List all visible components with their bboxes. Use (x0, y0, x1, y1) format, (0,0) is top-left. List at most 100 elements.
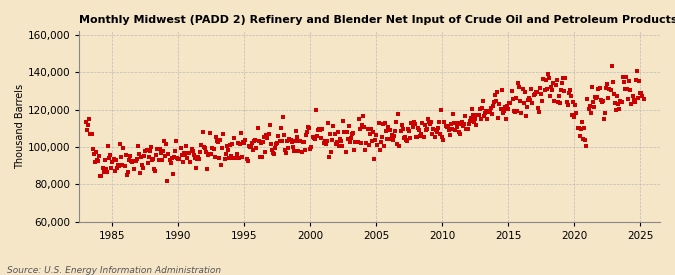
Point (187, 148, 198, 153)
Point (194, 157, 205, 161)
Point (442, 124, 453, 128)
Point (527, 100, 538, 105)
Point (349, 148, 360, 153)
Point (620, 87, 630, 91)
Point (213, 139, 223, 144)
Point (585, 104, 595, 109)
Point (307, 135, 318, 139)
Point (436, 107, 447, 112)
Point (374, 148, 385, 152)
Point (489, 93, 500, 98)
Point (279, 133, 290, 138)
Point (543, 76, 554, 80)
Point (417, 121, 428, 125)
Point (506, 89, 517, 93)
Point (190, 166, 201, 170)
Point (551, 78, 562, 82)
Point (173, 157, 184, 162)
Point (242, 159, 253, 163)
Point (281, 151, 292, 155)
Point (595, 98, 606, 102)
Point (130, 159, 141, 164)
Point (425, 122, 435, 127)
Point (118, 146, 129, 151)
Point (535, 86, 545, 90)
Point (346, 136, 356, 140)
Point (608, 80, 618, 85)
Point (531, 90, 541, 94)
Point (468, 112, 479, 117)
Point (200, 150, 211, 154)
Point (446, 122, 456, 127)
Point (458, 124, 468, 128)
Point (248, 148, 259, 152)
Point (358, 114, 369, 118)
Point (571, 111, 582, 115)
Point (95, 174, 106, 178)
Point (244, 144, 254, 148)
Point (454, 132, 465, 136)
Point (592, 95, 603, 99)
Point (519, 90, 530, 95)
Point (599, 117, 610, 122)
Point (85, 132, 96, 136)
Point (587, 84, 597, 89)
Point (143, 155, 154, 160)
Point (485, 106, 496, 111)
Point (568, 100, 578, 104)
Point (273, 134, 284, 138)
Point (389, 134, 400, 139)
Point (387, 138, 398, 142)
Point (414, 128, 425, 132)
Point (155, 147, 165, 151)
Point (80, 120, 91, 125)
Point (317, 127, 328, 131)
Point (205, 131, 216, 136)
Point (105, 153, 115, 158)
Point (288, 145, 298, 149)
Point (384, 128, 395, 133)
Point (183, 151, 194, 155)
Point (391, 120, 402, 124)
Point (315, 128, 325, 132)
Point (254, 155, 265, 160)
Point (569, 115, 580, 119)
Point (481, 109, 491, 113)
Point (129, 167, 140, 171)
Point (294, 139, 304, 144)
Point (172, 156, 183, 160)
Point (141, 148, 152, 153)
Point (309, 136, 320, 141)
Point (405, 136, 416, 141)
Point (582, 97, 593, 102)
Point (314, 127, 325, 131)
Point (418, 134, 429, 139)
Point (599, 111, 610, 115)
Point (338, 119, 349, 123)
Point (104, 156, 115, 161)
Point (443, 127, 454, 132)
Point (372, 143, 383, 147)
Point (142, 161, 153, 166)
Point (148, 167, 159, 171)
Point (602, 82, 613, 86)
Point (557, 81, 568, 85)
Point (293, 149, 304, 154)
Point (525, 98, 536, 102)
Point (117, 163, 128, 167)
Point (262, 136, 273, 140)
Point (504, 100, 515, 105)
Point (151, 152, 162, 157)
Point (423, 117, 433, 121)
Point (585, 111, 596, 115)
Point (325, 132, 335, 136)
Point (122, 170, 133, 174)
Point (616, 100, 627, 104)
Point (591, 95, 601, 100)
Point (122, 173, 132, 178)
Point (228, 156, 239, 160)
Point (165, 161, 176, 165)
Point (421, 127, 432, 132)
Point (214, 155, 225, 160)
Point (146, 158, 157, 162)
